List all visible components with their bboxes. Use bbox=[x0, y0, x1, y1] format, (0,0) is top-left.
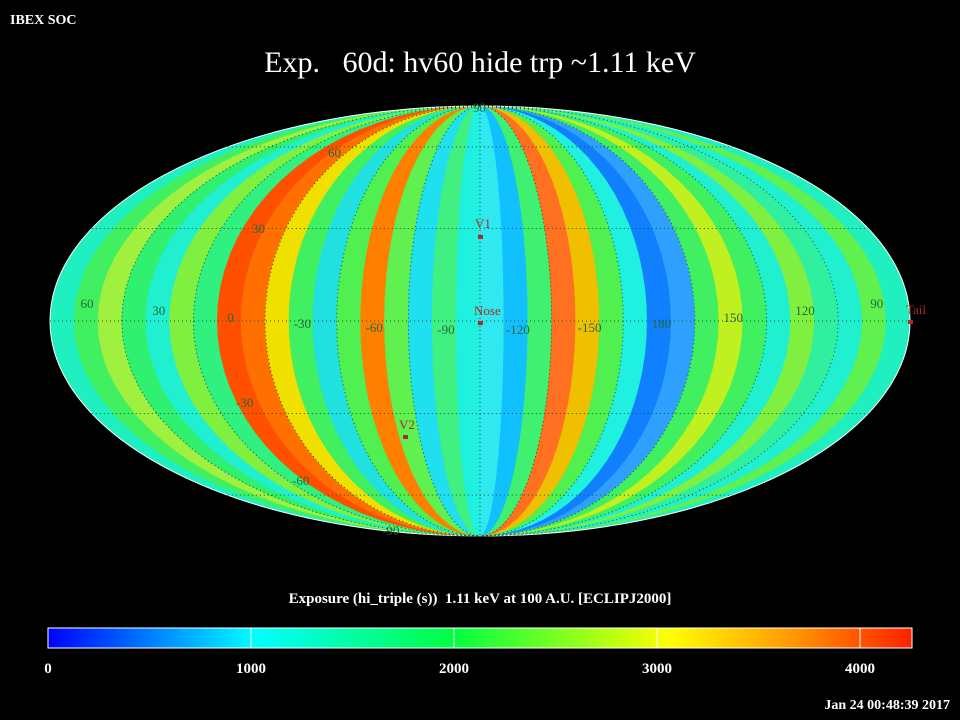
meridian bbox=[479, 105, 624, 537]
marker-label: V2 bbox=[399, 417, 415, 432]
marker-label: V1 bbox=[475, 216, 491, 231]
marker bbox=[403, 435, 408, 439]
colorbar-caption: Exposure (hi_triple (s)) 1.11 keV at 100… bbox=[289, 591, 672, 607]
lon-label: -150 bbox=[578, 320, 602, 335]
meridian bbox=[264, 105, 481, 537]
marker bbox=[478, 321, 483, 325]
meridian bbox=[336, 105, 481, 537]
marker-label: Tail bbox=[906, 302, 926, 317]
timestamp: Jan 24 00:48:39 2017 bbox=[824, 698, 950, 713]
meridian bbox=[479, 105, 839, 537]
colorbar-tick-label: 3000 bbox=[642, 661, 672, 677]
lat-label: -60 bbox=[292, 473, 309, 488]
marker bbox=[478, 235, 483, 239]
lon-label: 60 bbox=[81, 296, 94, 311]
lon-label: -120 bbox=[506, 322, 530, 337]
lon-label: -30 bbox=[294, 316, 311, 331]
colorbar-tick-label: 1000 bbox=[236, 661, 266, 677]
colorbar-tick-label: 4000 bbox=[845, 661, 875, 677]
meridian bbox=[192, 105, 481, 537]
grid bbox=[50, 105, 910, 537]
lat-label: 60 bbox=[328, 145, 341, 160]
lat-label: 90 bbox=[473, 100, 486, 115]
lon-label: 180 bbox=[652, 316, 672, 331]
app-name: IBEX SOC bbox=[10, 13, 77, 28]
colorbar-tick-label: 0 bbox=[44, 661, 52, 677]
marker bbox=[908, 320, 913, 324]
lat-label: -90 bbox=[382, 523, 399, 538]
meridian bbox=[479, 105, 553, 537]
lat-label: 30 bbox=[252, 221, 265, 236]
lon-label: 90 bbox=[870, 296, 883, 311]
lat-label: -30 bbox=[236, 395, 253, 410]
lon-label: 150 bbox=[723, 310, 743, 325]
sky-map bbox=[50, 106, 910, 536]
marker-label: Nose bbox=[474, 303, 501, 318]
colorbar bbox=[47, 627, 913, 649]
meridian bbox=[479, 105, 768, 537]
meridian bbox=[479, 105, 696, 537]
lon-label: 0 bbox=[227, 310, 234, 325]
lon-label: 30 bbox=[152, 303, 165, 318]
lon-label: -90 bbox=[437, 322, 454, 337]
colorbar-tick-label: 2000 bbox=[439, 661, 469, 677]
title: Exp. 60d: hv60 hide trp ~1.11 keV bbox=[264, 46, 696, 79]
meridian bbox=[121, 105, 481, 537]
lon-label: -60 bbox=[366, 320, 383, 335]
lon-label: 120 bbox=[795, 303, 815, 318]
meridian bbox=[407, 105, 481, 537]
